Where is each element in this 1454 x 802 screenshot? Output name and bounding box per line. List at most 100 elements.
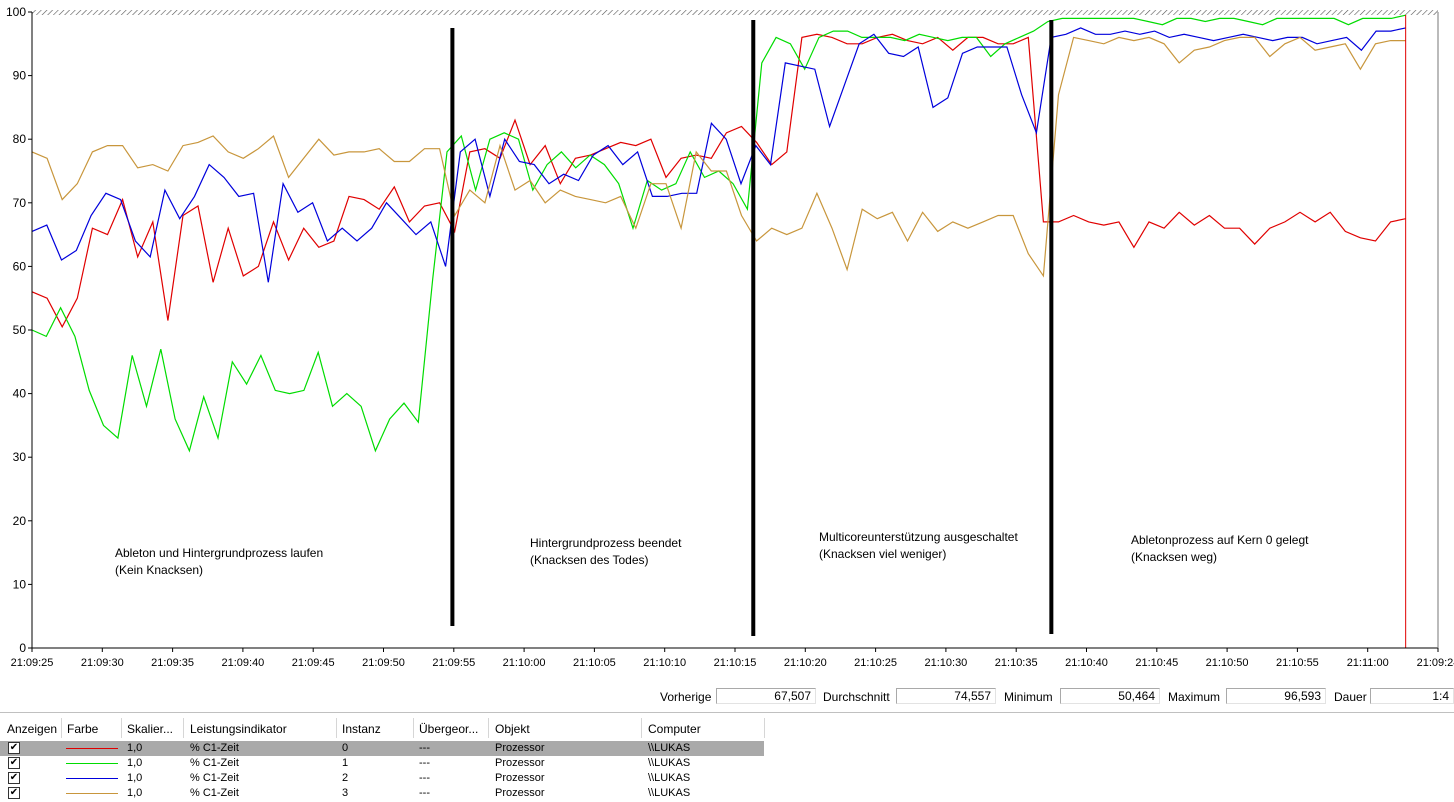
x-tick-label: 21:09:35 xyxy=(151,657,194,669)
y-tick-label: 0 xyxy=(19,641,26,655)
object-cell: Prozessor xyxy=(495,772,545,784)
show-checkbox[interactable]: ✔ xyxy=(8,787,20,799)
object-cell: Prozessor xyxy=(495,757,545,769)
x-tick-label: 21:09:55 xyxy=(432,657,475,669)
counter-cell: % C1-Zeit xyxy=(190,757,239,769)
duration-label: Dauer xyxy=(1334,690,1367,704)
y-tick-label: 30 xyxy=(13,450,27,464)
x-tick-label: 21:10:55 xyxy=(1276,657,1319,669)
color-swatch xyxy=(66,748,118,749)
col-header-color[interactable]: Farbe xyxy=(67,722,99,736)
col-separator[interactable] xyxy=(764,718,765,738)
x-tick-label: 21:10:15 xyxy=(714,657,757,669)
col-header-instance[interactable]: Instanz xyxy=(342,722,381,736)
last-value-field: 67,507 xyxy=(716,688,816,704)
counter-cell: % C1-Zeit xyxy=(190,742,239,754)
minimum-label: Minimum xyxy=(1004,690,1053,704)
markers-group xyxy=(450,20,1054,636)
y-tick-label: 100 xyxy=(6,5,26,19)
y-tick-label: 80 xyxy=(13,132,27,146)
minimum-field: 50,464 xyxy=(1060,688,1160,704)
col-header-parent[interactable]: Übergeor... xyxy=(419,722,479,736)
col-separator[interactable] xyxy=(61,718,62,738)
counter-table-header: Anzeigen Farbe Skalier... Leistungsindik… xyxy=(0,718,1454,740)
col-header-object[interactable]: Objekt xyxy=(495,722,530,736)
x-tick-label: 21:10:40 xyxy=(1065,657,1108,669)
x-tick-label: 21:10:25 xyxy=(854,657,897,669)
last-value-label: Vorherige xyxy=(660,690,712,704)
col-header-show[interactable]: Anzeigen xyxy=(7,722,58,736)
maximum-field: 96,593 xyxy=(1226,688,1326,704)
maximum-label: Maximum xyxy=(1168,690,1221,704)
computer-cell: \\LUKAS xyxy=(648,772,691,784)
object-cell: Prozessor xyxy=(495,787,545,799)
color-swatch xyxy=(66,778,118,779)
y-tick-label: 70 xyxy=(13,196,27,210)
y-tick-label: 40 xyxy=(13,387,27,401)
scale-cell: 1,0 xyxy=(127,787,143,799)
x-tick-label: 21:09:45 xyxy=(292,657,335,669)
show-checkbox[interactable]: ✔ xyxy=(8,772,20,784)
annotation-line2: (Knacksen weg) xyxy=(1131,550,1217,564)
col-separator[interactable] xyxy=(183,718,184,738)
y-tick-label: 20 xyxy=(13,514,27,528)
series-line-instance-3 xyxy=(31,36,1406,278)
parent-cell: --- xyxy=(419,742,430,754)
y-tick-label: 10 xyxy=(13,577,27,591)
annotation-line1: Multicoreunterstützung ausgeschaltet xyxy=(819,530,1018,544)
col-header-computer[interactable]: Computer xyxy=(648,722,701,736)
x-tick-label: 21:09:30 xyxy=(81,657,124,669)
computer-cell: \\LUKAS xyxy=(648,787,691,799)
annotation-line2: (Knacksen viel weniger) xyxy=(819,547,946,561)
series-group xyxy=(31,14,1406,453)
table-row[interactable]: ✔ 1,0 % C1-Zeit 3 --- Prozessor \\LUKAS xyxy=(0,786,764,801)
col-separator[interactable] xyxy=(641,718,642,738)
x-tick-label: 21:10:10 xyxy=(643,657,686,669)
annotation-line1: Abletonprozess auf Kern 0 gelegt xyxy=(1131,533,1309,547)
annotation-line1: Hintergrundprozess beendet xyxy=(530,536,682,550)
col-separator[interactable] xyxy=(336,718,337,738)
parent-cell: --- xyxy=(419,787,430,799)
instance-cell: 0 xyxy=(342,742,349,754)
scale-cell: 1,0 xyxy=(127,772,143,784)
y-tick-label: 60 xyxy=(13,259,27,273)
scale-cell: 1,0 xyxy=(127,757,143,769)
x-tick-label: 21:09:50 xyxy=(362,657,405,669)
instance-cell: 1 xyxy=(342,757,349,769)
table-row[interactable]: ✔ 1,0 % C1-Zeit 2 --- Prozessor \\LUKAS xyxy=(0,771,764,786)
average-label: Durchschnitt xyxy=(823,690,890,704)
table-row[interactable]: ✔ 1,0 % C1-Zeit 0 --- Prozessor \\LUKAS xyxy=(0,741,764,756)
chart-top-hatch xyxy=(32,10,1438,15)
parent-cell: --- xyxy=(419,757,430,769)
x-tick-label: 21:09:24 xyxy=(1417,657,1454,669)
annotation-line2: (Knacksen des Todes) xyxy=(530,553,649,567)
instance-cell: 2 xyxy=(342,772,349,784)
x-tick-label: 21:11:00 xyxy=(1347,657,1389,669)
annotations: Ableton und Hintergrundprozess laufen (Ke… xyxy=(115,530,1309,577)
col-header-scale[interactable]: Skalier... xyxy=(127,722,174,736)
table-row[interactable]: ✔ 1,0 % C1-Zeit 1 --- Prozessor \\LUKAS xyxy=(0,756,764,771)
computer-cell: \\LUKAS xyxy=(648,757,691,769)
instance-cell: 3 xyxy=(342,787,349,799)
col-separator[interactable] xyxy=(121,718,122,738)
x-tick-label: 21:10:30 xyxy=(924,657,967,669)
x-tick-label: 21:09:25 xyxy=(11,657,54,669)
x-tick-label: 21:09:40 xyxy=(221,657,264,669)
series-line-instance-2 xyxy=(31,27,1406,283)
scale-cell: 1,0 xyxy=(127,742,143,754)
object-cell: Prozessor xyxy=(495,742,545,754)
color-swatch xyxy=(66,793,118,794)
x-tick-label: 21:10:20 xyxy=(784,657,827,669)
y-ticks: 0 10 20 30 40 50 60 70 80 90 100 xyxy=(6,5,32,655)
col-separator[interactable] xyxy=(413,718,414,738)
x-tick-label: 21:10:45 xyxy=(1135,657,1178,669)
duration-field: 1:4 xyxy=(1370,688,1454,704)
show-checkbox[interactable]: ✔ xyxy=(8,742,20,754)
col-header-counter[interactable]: Leistungsindikator xyxy=(190,722,287,736)
x-tick-label: 21:10:00 xyxy=(503,657,546,669)
color-swatch xyxy=(66,763,118,764)
col-separator[interactable] xyxy=(488,718,489,738)
x-ticks: 21:09:25 21:09:30 21:09:35 21:09:40 21:09:45… xyxy=(11,648,1454,669)
show-checkbox[interactable]: ✔ xyxy=(8,757,20,769)
